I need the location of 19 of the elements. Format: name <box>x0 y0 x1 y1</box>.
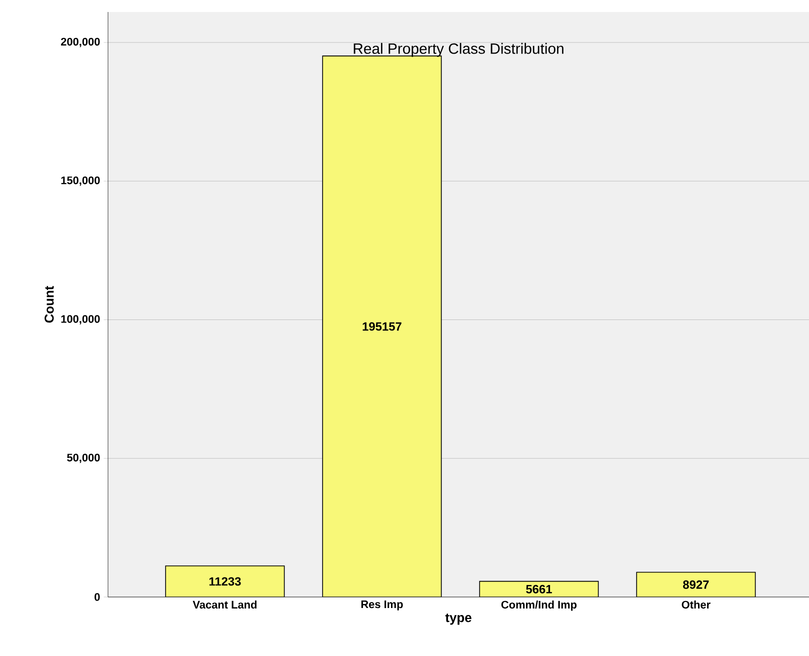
bar <box>322 56 442 597</box>
bar <box>165 565 285 597</box>
x-tick-label: Vacant Land <box>192 600 257 609</box>
y-tick-label: 100,000 <box>61 315 100 324</box>
x-tick-label: Other <box>682 600 710 609</box>
y-tick-label: 200,000 <box>60 38 100 48</box>
y-tick-label: 50,000 <box>67 454 100 464</box>
text: Real Property Class Distribution <box>354 42 564 57</box>
bar <box>636 572 756 597</box>
data-label: 195157 <box>362 322 402 331</box>
data-label: 11233 <box>209 577 241 586</box>
x-tick-label: Res Imp <box>361 600 403 610</box>
y-tick-label: 150,000 <box>61 176 100 186</box>
data-label: 5661 <box>526 584 552 594</box>
x-axis-title: type <box>445 614 472 625</box>
y-tick-label: 0 <box>94 593 100 601</box>
data-label: 8927 <box>683 580 709 589</box>
y-axis-title: Count <box>44 286 54 323</box>
x-tick-label: Comm/Ind Imp <box>501 600 577 611</box>
